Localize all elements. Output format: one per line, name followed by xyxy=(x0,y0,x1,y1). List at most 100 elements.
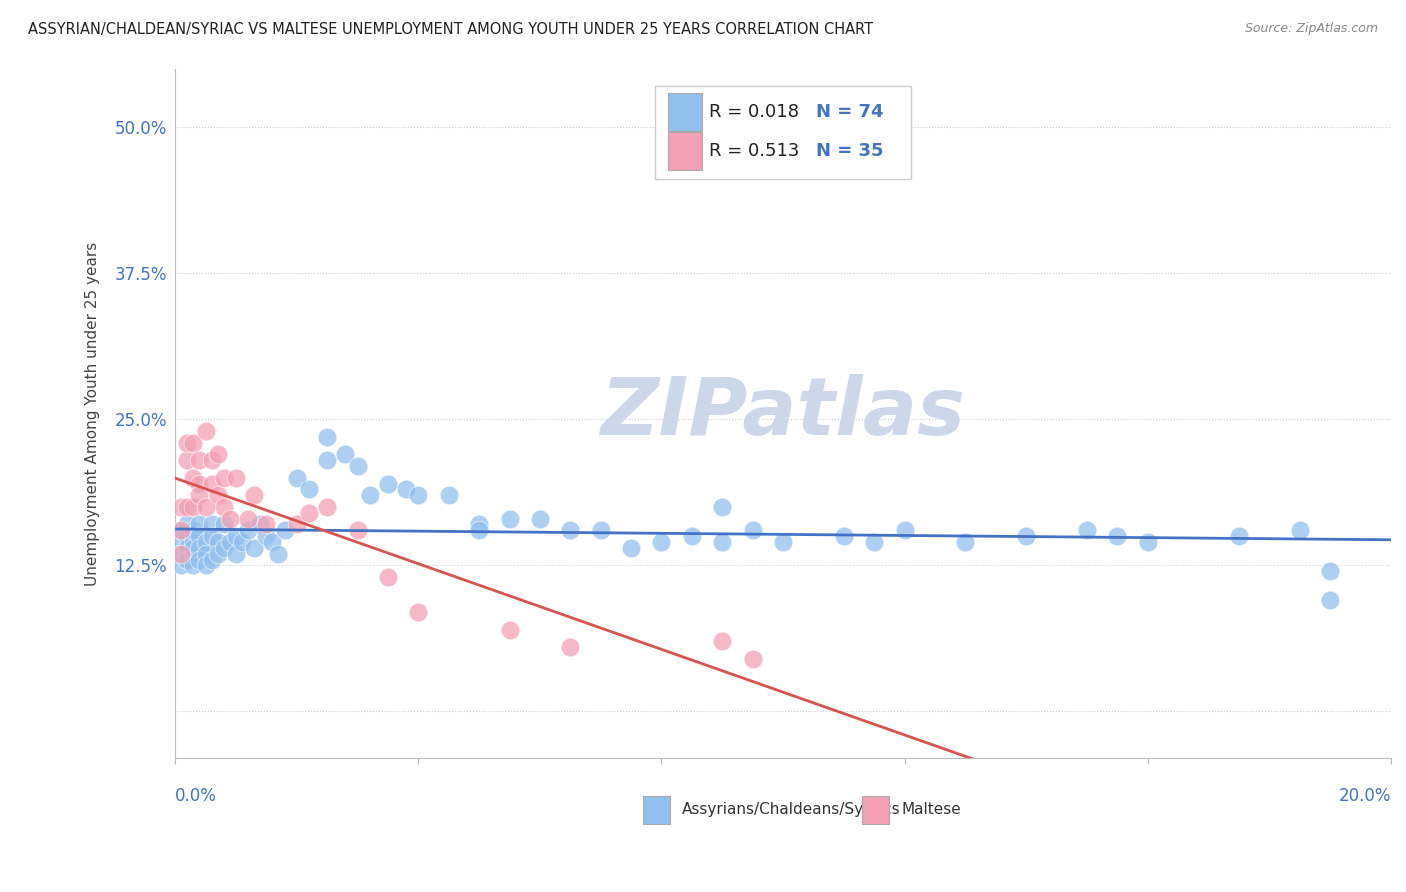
Y-axis label: Unemployment Among Youth under 25 years: Unemployment Among Youth under 25 years xyxy=(86,241,100,585)
Point xyxy=(212,541,235,555)
Point xyxy=(176,517,198,532)
Point xyxy=(212,500,235,514)
Point xyxy=(218,535,240,549)
Point xyxy=(194,558,217,573)
Text: Assyrians/Chaldeans/Syriacs: Assyrians/Chaldeans/Syriacs xyxy=(682,803,901,817)
FancyBboxPatch shape xyxy=(862,797,889,823)
Point xyxy=(741,652,763,666)
Point xyxy=(377,476,399,491)
Point xyxy=(1136,535,1159,549)
Point xyxy=(681,529,703,543)
Point xyxy=(218,511,240,525)
Point xyxy=(201,476,224,491)
Point xyxy=(346,523,368,537)
Point xyxy=(183,535,205,549)
Point xyxy=(225,471,247,485)
Point xyxy=(1288,523,1310,537)
Point xyxy=(225,529,247,543)
Point xyxy=(183,547,205,561)
Point xyxy=(893,523,915,537)
Text: ZIPatlas: ZIPatlas xyxy=(600,375,966,452)
Text: R = 0.513: R = 0.513 xyxy=(709,143,799,161)
Point xyxy=(201,517,224,532)
Point xyxy=(201,453,224,467)
Point xyxy=(170,500,193,514)
Point xyxy=(183,541,205,555)
Point xyxy=(201,529,224,543)
Text: Source: ZipAtlas.com: Source: ZipAtlas.com xyxy=(1244,22,1378,36)
Point xyxy=(188,453,211,467)
Point xyxy=(589,523,612,537)
Point xyxy=(408,488,430,502)
Point xyxy=(243,488,266,502)
Point xyxy=(273,523,295,537)
Point xyxy=(176,435,198,450)
Point xyxy=(1227,529,1250,543)
Point xyxy=(408,605,430,619)
Point xyxy=(194,424,217,438)
Point xyxy=(183,500,205,514)
Point xyxy=(176,453,198,467)
Point xyxy=(711,535,734,549)
Point xyxy=(176,541,198,555)
Point xyxy=(262,535,284,549)
FancyBboxPatch shape xyxy=(668,93,702,131)
Point xyxy=(176,500,198,514)
Point xyxy=(212,471,235,485)
FancyBboxPatch shape xyxy=(655,86,911,179)
Point xyxy=(249,517,271,532)
Point xyxy=(863,535,886,549)
Point xyxy=(207,447,229,461)
Point xyxy=(285,517,308,532)
Point xyxy=(194,535,217,549)
Point xyxy=(359,488,381,502)
Point xyxy=(650,535,672,549)
Point xyxy=(170,523,193,537)
Point xyxy=(183,435,205,450)
Point xyxy=(170,523,193,537)
Point xyxy=(188,517,211,532)
Text: ASSYRIAN/CHALDEAN/SYRIAC VS MALTESE UNEMPLOYMENT AMONG YOUTH UNDER 25 YEARS CORR: ASSYRIAN/CHALDEAN/SYRIAC VS MALTESE UNEM… xyxy=(28,22,873,37)
Point xyxy=(188,476,211,491)
Point xyxy=(560,640,582,655)
Point xyxy=(468,517,491,532)
Text: N = 74: N = 74 xyxy=(815,103,883,121)
FancyBboxPatch shape xyxy=(668,132,702,170)
Point xyxy=(201,552,224,566)
Point xyxy=(316,430,339,444)
Point xyxy=(955,535,977,549)
Point xyxy=(170,547,193,561)
Point xyxy=(711,634,734,648)
Point xyxy=(207,535,229,549)
Text: Maltese: Maltese xyxy=(901,803,960,817)
Point xyxy=(1076,523,1098,537)
Point xyxy=(1107,529,1129,543)
Text: 20.0%: 20.0% xyxy=(1339,788,1391,805)
Point xyxy=(188,552,211,566)
Point xyxy=(243,541,266,555)
Point xyxy=(832,529,855,543)
Point xyxy=(437,488,460,502)
Point xyxy=(183,471,205,485)
Point xyxy=(183,558,205,573)
Point xyxy=(1319,564,1341,578)
Point xyxy=(188,541,211,555)
Point xyxy=(316,500,339,514)
Point xyxy=(254,529,277,543)
Point xyxy=(285,471,308,485)
Point xyxy=(176,552,198,566)
FancyBboxPatch shape xyxy=(644,797,671,823)
Point xyxy=(170,547,193,561)
Point xyxy=(395,483,418,497)
Point xyxy=(468,523,491,537)
Point xyxy=(711,500,734,514)
Point xyxy=(529,511,551,525)
Point xyxy=(316,453,339,467)
Point xyxy=(225,547,247,561)
Point xyxy=(207,488,229,502)
Point xyxy=(298,506,321,520)
Point xyxy=(498,623,520,637)
Point xyxy=(188,488,211,502)
Point xyxy=(620,541,643,555)
Point xyxy=(236,511,259,525)
